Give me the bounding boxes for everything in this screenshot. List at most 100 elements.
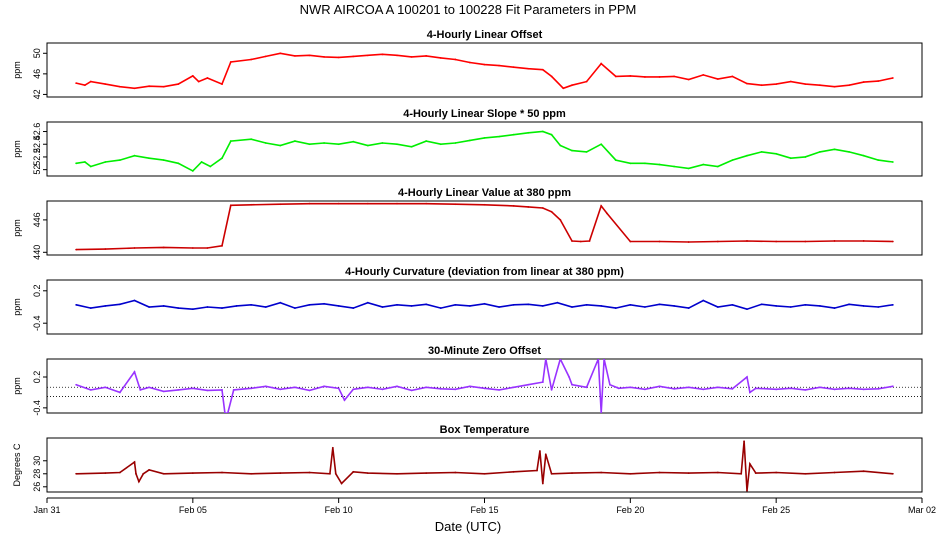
data-point [740, 472, 743, 475]
data-point [544, 453, 547, 456]
panel-title: 4-Hourly Linear Slope * 50 ppm [403, 108, 566, 120]
data-point [279, 301, 282, 304]
data-point [760, 84, 763, 87]
data-point [789, 80, 792, 83]
data-point [498, 135, 500, 138]
data-point [716, 306, 719, 308]
y-axis-label: ppm [12, 219, 22, 237]
data-point [541, 381, 544, 384]
y-tick-label: 52.2 [32, 148, 42, 166]
data-point [232, 388, 235, 391]
data-point [891, 303, 894, 306]
data-point [527, 206, 530, 208]
data-point [104, 305, 107, 307]
y-tick-label: 42 [32, 89, 42, 99]
data-point [512, 386, 515, 389]
data-point [600, 412, 603, 413]
data-point [629, 240, 632, 243]
data-point [75, 383, 78, 386]
data-point [89, 165, 92, 168]
panel-1: 4-Hourly Linear Offset 42 46 50 ppm [12, 29, 923, 99]
data-point [527, 131, 530, 134]
data-point [585, 80, 588, 83]
data-point [877, 159, 880, 162]
y-tick-label: 30 [32, 456, 42, 466]
data-point [279, 52, 282, 55]
data-point [550, 388, 553, 391]
data-point [775, 471, 778, 474]
data-point [673, 165, 675, 168]
data-point [658, 385, 661, 388]
data-point [366, 386, 369, 389]
data-point [396, 143, 398, 146]
data-point [819, 386, 821, 389]
data-point [891, 472, 894, 475]
data-point [746, 489, 748, 492]
data-point [862, 81, 865, 83]
data-point [142, 472, 145, 475]
data-point [804, 240, 807, 243]
data-point [746, 240, 748, 242]
data-point [498, 306, 500, 308]
data-point [366, 202, 369, 205]
data-point [206, 306, 209, 308]
data-point [775, 240, 778, 243]
data-point [308, 389, 311, 392]
data-point [191, 308, 194, 311]
panel-title: 30-Minute Zero Offset [428, 345, 541, 357]
data-point [410, 305, 413, 307]
panel-frame [46, 358, 923, 414]
data-point [891, 240, 894, 243]
data-point [454, 388, 457, 391]
panel-frame [46, 279, 923, 335]
data-point [614, 159, 617, 162]
panel-2: 4-Hourly Linear Slope * 50 ppm 5252.252.4… [12, 108, 923, 177]
data-point [579, 240, 582, 243]
data-point [425, 140, 428, 142]
panel-title: 4-Hourly Linear Value at 380 ppm [398, 187, 571, 199]
panel-title: 4-Hourly Curvature (deviation from linea… [345, 266, 624, 278]
data-point [235, 305, 238, 307]
data-point [84, 84, 86, 87]
data-point [337, 143, 340, 146]
data-point [833, 240, 836, 242]
data-point [702, 388, 705, 391]
data-point [279, 144, 282, 147]
data-point [571, 472, 573, 475]
data-point [559, 219, 562, 221]
data-point [294, 54, 296, 57]
data-point [600, 143, 603, 146]
data-point [148, 306, 150, 308]
data-point [119, 159, 121, 162]
data-point [544, 359, 547, 360]
data-point [191, 75, 194, 77]
data-point [334, 472, 337, 475]
data-point [746, 376, 748, 378]
data-point [498, 388, 500, 391]
series-line [76, 441, 893, 491]
data-point [731, 303, 734, 306]
data-point [559, 144, 562, 147]
data-point [469, 139, 471, 142]
data-point [279, 388, 282, 391]
y-axis-label: Degrees C [12, 443, 22, 487]
data-point [396, 202, 398, 205]
data-point [84, 161, 86, 163]
y-tick-label: 28 [32, 469, 42, 479]
data-point [877, 306, 880, 308]
x-axis-label: Date (UTC) [435, 519, 501, 534]
data-point [250, 472, 253, 475]
data-point [264, 142, 267, 144]
data-point [527, 383, 530, 386]
data-point [512, 66, 515, 69]
data-point [323, 142, 325, 144]
data-point [139, 388, 142, 391]
data-point [323, 302, 325, 305]
data-point [191, 247, 194, 249]
y-tick-label: 446 [32, 212, 42, 227]
data-point [789, 306, 792, 308]
data-point [848, 150, 850, 153]
panel-4: 4-Hourly Curvature (deviation from linea… [12, 266, 923, 335]
